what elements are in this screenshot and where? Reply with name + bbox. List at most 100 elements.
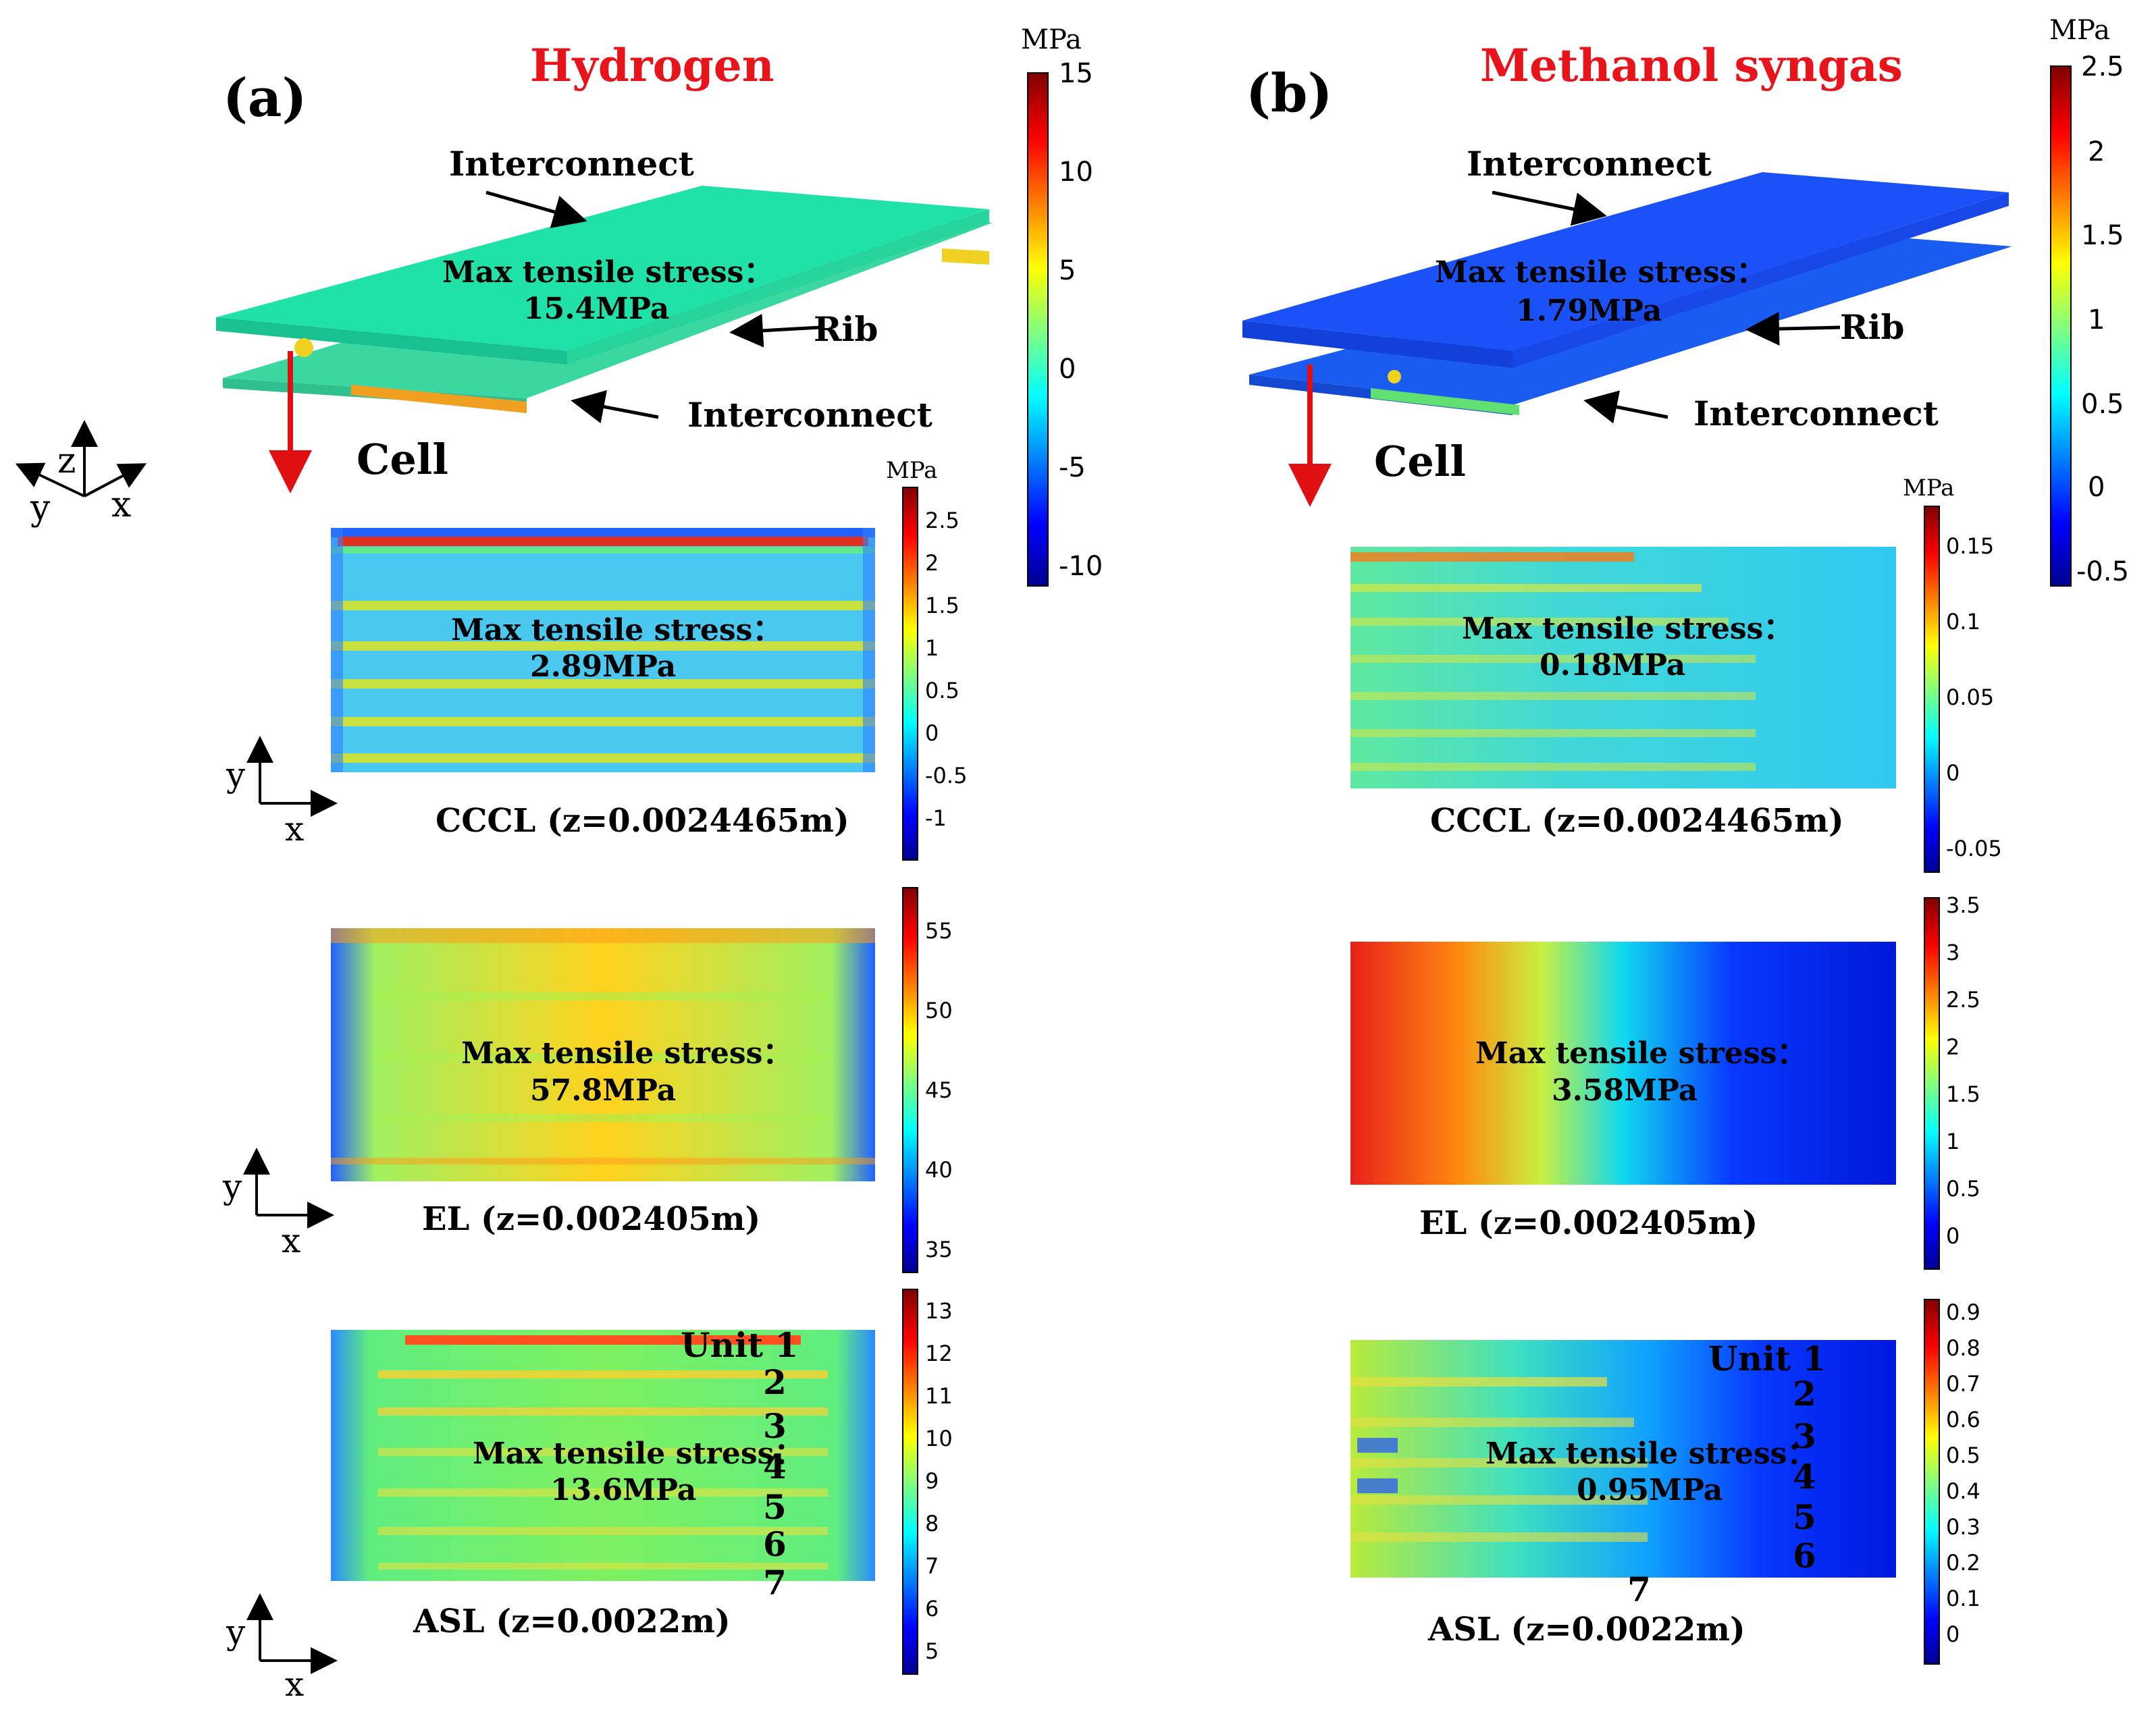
tick: 6 [925,1596,939,1621]
cccl-b-max-value: 0.18MPa [1540,648,1685,682]
tick: 0.5 [925,678,959,703]
unit-number: 3 [763,1406,787,1446]
tick: 10 [925,1426,953,1451]
unit-number: 3 [1793,1416,1816,1456]
assembly-b-max-label: Max tensile stress： [1435,255,1766,290]
assembly-b-max-value: 1.79MPa [1516,294,1662,328]
tick: 1 [2088,304,2105,335]
axis-x: x [285,1665,304,1704]
tick: 0.2 [1946,1550,1980,1576]
el-b-max-value: 3.58MPa [1552,1073,1698,1108]
tick: 2.5 [1946,987,1980,1013]
tick: 2.5 [2081,51,2124,82]
triad-y: y [30,488,51,529]
tick: 11 [925,1383,953,1409]
tick: -10 [1059,551,1103,582]
asl-a-caption: ASL (z=0.0022m) [413,1603,731,1640]
tick: 0 [1946,1223,1960,1249]
arrow-interconnect-bottom-a [571,390,659,424]
assembly-b-3d [1242,172,2012,415]
axis-y: y [222,1167,242,1206]
tick: 0.05 [1946,684,1994,710]
colorbar-asl-a [902,1289,918,1675]
tick: 45 [925,1077,953,1103]
tick: 10 [1059,157,1093,188]
cccl-b-max-label: Max tensile stress： [1462,612,1793,646]
axis-y: y [226,1613,246,1652]
tick: 8 [925,1511,939,1536]
assembly-a-3d [216,186,993,413]
contour-el-a [331,928,875,1181]
unit-number: 5 [763,1487,787,1527]
xy-axes-cccl-a [246,736,338,817]
contour-asl-a [331,1330,875,1581]
tick: 1.5 [2081,220,2124,251]
tick: 0.6 [1946,1407,1980,1432]
tick: 0.5 [2081,389,2124,420]
tick: 2.5 [925,508,959,533]
interconnect-bottom-label-a: Interconnect [687,395,932,435]
tick: 35 [925,1237,953,1262]
el-a-caption: EL (z=0.002405m) [422,1200,760,1238]
colorbar-el-b [1924,897,1940,1270]
asl-a-max-value: 13.6MPa [550,1473,696,1507]
tick: -0.5 [925,763,967,788]
tick: 1.5 [925,593,959,618]
asl-b-max-label: Max tensile stress： [1485,1437,1816,1471]
colorbar-assembly-a-ticks: 15 10 5 0 -5 -10 [1059,58,1103,582]
colorbar-assembly-b [2050,65,2072,587]
asl-a-unit-label: Unit 1 [681,1325,798,1365]
triad-z: z [57,441,76,481]
tick: 0 [1946,760,1960,786]
tick: 0 [925,720,939,746]
cccl-a-max-value: 2.89MPa [530,649,676,684]
contour-cccl-b [1350,547,1896,788]
cell-label-a: Cell [357,435,448,484]
tick: 0.9 [1946,1299,1980,1325]
tick: 3.5 [1946,892,1980,918]
tick: -5 [1059,452,1086,483]
colorbar-assembly-a-unit: MPa [1021,24,1082,55]
contour-cccl-a [331,528,875,772]
tick: 50 [925,998,953,1023]
interconnect-top-label-a: Interconnect [449,144,694,184]
tick: 0.4 [1946,1478,1980,1504]
tick: 0.3 [1946,1514,1980,1540]
arrow-interconnect-top-b [1492,190,1607,226]
unit-number: 6 [1793,1536,1816,1576]
cccl-a-caption: CCCL (z=0.0024465m) [436,802,849,840]
unit-number: 5 [1793,1497,1816,1537]
tick: 0.7 [1946,1371,1980,1397]
panel-a-label: (a) [223,68,307,129]
interconnect-top-label-b: Interconnect [1467,144,1712,184]
xy-axes-el-a [243,1148,334,1229]
colorbar-cccl-a [902,487,918,861]
arrow-rib-b [1745,312,1841,346]
tick: 7 [925,1553,939,1579]
tick: 2 [2088,136,2105,167]
tick: 1 [925,635,939,661]
axis-triad [15,420,147,498]
xy-axes-asl-a [246,1593,338,1674]
unit-number: 2 [1793,1374,1816,1414]
axis-x: x [285,809,304,849]
tick: 0 [2088,472,2105,503]
triad-x: x [111,485,131,525]
tick: 55 [925,918,953,944]
tick: 0.8 [1946,1335,1980,1361]
tick: 2 [1946,1034,1960,1060]
el-b-max-label: Max tensile stress： [1475,1036,1806,1071]
colorbar-cccl-b [1924,506,1940,873]
interconnect-bottom-label-b: Interconnect [1693,394,1939,433]
colorbar-cccl-a-unit: MPa [886,457,937,484]
panel-a-title: Hydrogen [530,39,774,92]
tick: 5 [925,1638,939,1664]
unit-number: 7 [763,1563,787,1603]
colorbar-el-a [902,887,918,1273]
tick: 0.5 [1946,1176,1980,1202]
tick: 2 [925,550,939,576]
asl-b-caption: ASL (z=0.0022m) [1427,1611,1745,1648]
tick: 15 [1059,58,1093,89]
tick: 13 [925,1298,953,1324]
colorbar-assembly-a [1027,72,1049,587]
